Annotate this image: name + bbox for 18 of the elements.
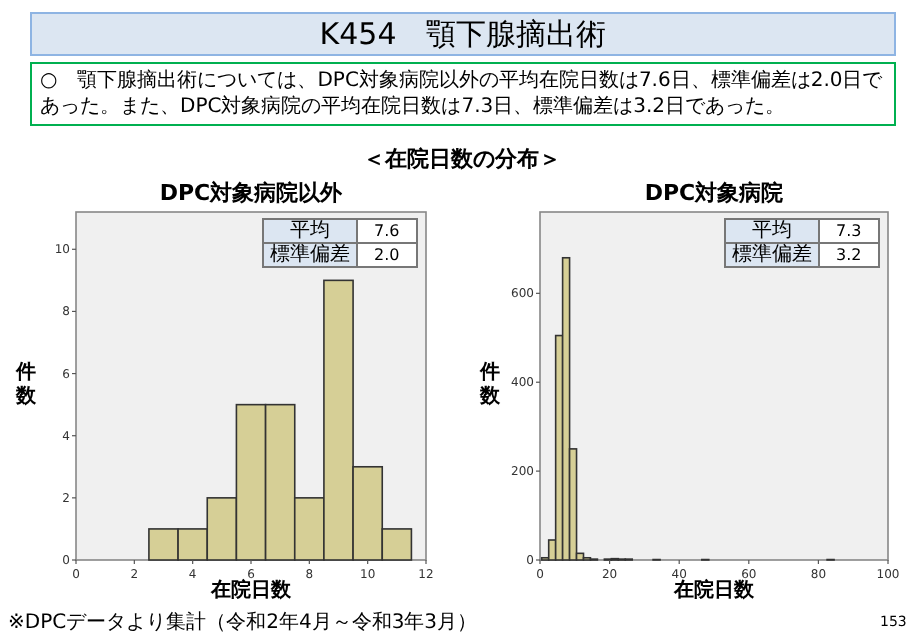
annotation: 3.2 — [819, 243, 879, 267]
y-axis-title: 件数 — [480, 362, 500, 410]
annotation: 標準偏差 — [263, 243, 357, 267]
text: K454 顎下腺摘出術 — [30, 12, 896, 56]
annotation: 平均 — [263, 219, 357, 243]
annotation: 7.6 — [357, 219, 417, 243]
y-axis-title: 件数 — [16, 362, 36, 410]
annotation: 7.3 — [819, 219, 879, 243]
annotation: 標準偏差 — [725, 243, 819, 267]
annotation: 平均 — [725, 219, 819, 243]
chart-title: DPC対象病院 — [642, 178, 786, 208]
text: ＜在院日数の分布＞ — [361, 144, 563, 174]
x-axis-title: 在院日数 — [211, 580, 291, 602]
text: ※DPCデータより集計（令和2年4月～令和3年3月） — [8, 609, 478, 636]
annotation: 2.0 — [357, 243, 417, 267]
x-axis-title: 在院日数 — [674, 580, 754, 602]
chart-title: DPC対象病院以外 — [157, 178, 345, 208]
text: ○ 顎下腺摘出術については、DPC対象病院以外の平均在院日数は7.6日、標準偏差は2.0日であった。また、DPC対象病院の平均在院日数は7.3日、標準偏差は3.2日であった。 — [30, 62, 896, 126]
